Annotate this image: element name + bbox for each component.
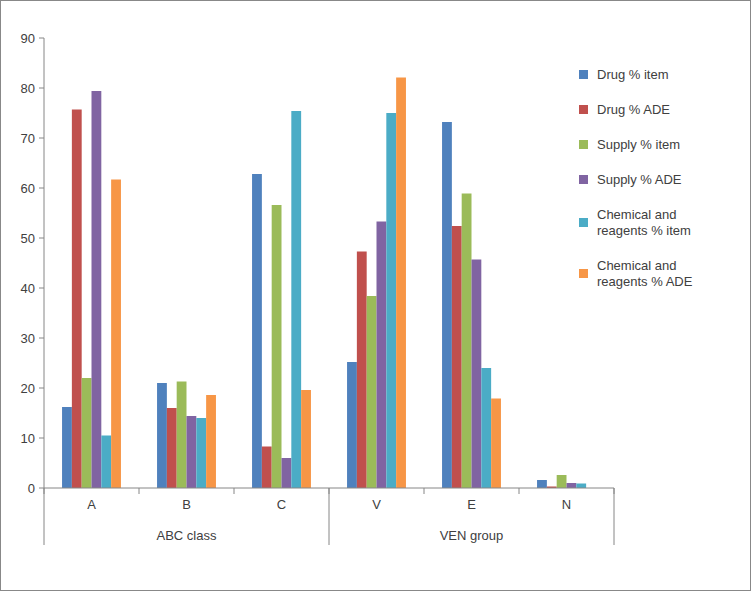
legend-label: Supply % ADE bbox=[597, 172, 682, 187]
bar bbox=[452, 226, 462, 488]
bar bbox=[167, 408, 177, 488]
x-tick-label: C bbox=[277, 497, 286, 512]
y-tick-label: 30 bbox=[21, 331, 35, 346]
bar bbox=[291, 111, 301, 488]
legend-label: Supply % item bbox=[597, 137, 680, 152]
bar bbox=[62, 407, 72, 488]
chart: 0 10 20 30 40 50 60 70 80 90 A B C V E N ABC class VEN gr… bbox=[0, 0, 751, 591]
bar bbox=[537, 480, 547, 488]
bar bbox=[187, 416, 197, 488]
y-tick-label: 50 bbox=[21, 231, 35, 246]
bars bbox=[62, 78, 586, 489]
x-tick-label: B bbox=[182, 497, 191, 512]
legend-label: Drug % item bbox=[597, 67, 669, 82]
x-tick bbox=[234, 488, 235, 494]
legend-swatch bbox=[579, 105, 588, 114]
bar bbox=[567, 483, 577, 488]
y-tick bbox=[39, 238, 44, 239]
y-tick bbox=[39, 338, 44, 339]
bar bbox=[576, 484, 586, 489]
chart-container: 0 10 20 30 40 50 60 70 80 90 A B C V E N ABC class VEN gr… bbox=[0, 0, 751, 591]
bar bbox=[396, 78, 406, 489]
bar bbox=[92, 91, 102, 488]
bar bbox=[442, 122, 452, 488]
legend-swatch bbox=[579, 269, 588, 278]
bar bbox=[282, 458, 292, 488]
y-tick bbox=[39, 138, 44, 139]
bar bbox=[206, 395, 216, 488]
bar bbox=[177, 382, 187, 489]
x-tick bbox=[139, 488, 140, 494]
legend-label: Drug % ADE bbox=[597, 102, 670, 117]
y-axis bbox=[44, 38, 45, 488]
y-tick bbox=[39, 388, 44, 389]
y-tick-label: 90 bbox=[21, 31, 35, 46]
bar bbox=[252, 174, 262, 488]
y-tick-label: 40 bbox=[21, 281, 35, 296]
bar bbox=[377, 222, 387, 489]
x-tick-label: V bbox=[372, 497, 381, 512]
bar bbox=[301, 390, 311, 488]
bar bbox=[367, 296, 377, 488]
group-divider bbox=[614, 488, 615, 545]
y-tick-label: 20 bbox=[21, 381, 35, 396]
bar bbox=[157, 383, 167, 488]
bar bbox=[491, 399, 501, 489]
bar bbox=[262, 447, 272, 489]
bar bbox=[72, 110, 82, 489]
bar bbox=[272, 205, 282, 488]
bar bbox=[357, 252, 367, 489]
group-divider bbox=[44, 488, 45, 545]
legend-swatch bbox=[579, 218, 588, 227]
y-tick-label: 80 bbox=[21, 81, 35, 96]
bar bbox=[472, 260, 482, 489]
group-divider bbox=[329, 488, 330, 545]
y-tick bbox=[39, 438, 44, 439]
bar bbox=[386, 113, 396, 488]
x-tick-label: A bbox=[87, 497, 96, 512]
bar bbox=[196, 418, 206, 488]
x-tick-label: E bbox=[467, 497, 476, 512]
frame bbox=[1, 1, 751, 591]
legend-label: Chemical andreagents % item bbox=[597, 207, 691, 238]
legend-swatch bbox=[579, 140, 588, 149]
bar bbox=[82, 378, 92, 488]
y-tick-label: 0 bbox=[28, 481, 35, 496]
y-tick bbox=[39, 38, 44, 39]
y-tick bbox=[39, 288, 44, 289]
y-tick-label: 10 bbox=[21, 431, 35, 446]
bar bbox=[481, 368, 491, 488]
x-tick bbox=[424, 488, 425, 494]
bar bbox=[462, 194, 472, 489]
x-tick bbox=[519, 488, 520, 494]
group-label: ABC class bbox=[157, 528, 217, 543]
legend-swatch bbox=[579, 70, 588, 79]
bar bbox=[101, 436, 111, 489]
legend-swatch bbox=[579, 175, 588, 184]
x-tick-label: N bbox=[562, 497, 571, 512]
y-tick-label: 70 bbox=[21, 131, 35, 146]
y-tick-label: 60 bbox=[21, 181, 35, 196]
bar bbox=[557, 475, 567, 488]
bar bbox=[347, 362, 357, 488]
y-tick bbox=[39, 488, 44, 489]
group-label: VEN group bbox=[440, 528, 504, 543]
legend-label: Chemical andreagents % ADE bbox=[597, 258, 693, 289]
bar bbox=[111, 180, 121, 489]
y-tick bbox=[39, 188, 44, 189]
y-tick bbox=[39, 88, 44, 89]
